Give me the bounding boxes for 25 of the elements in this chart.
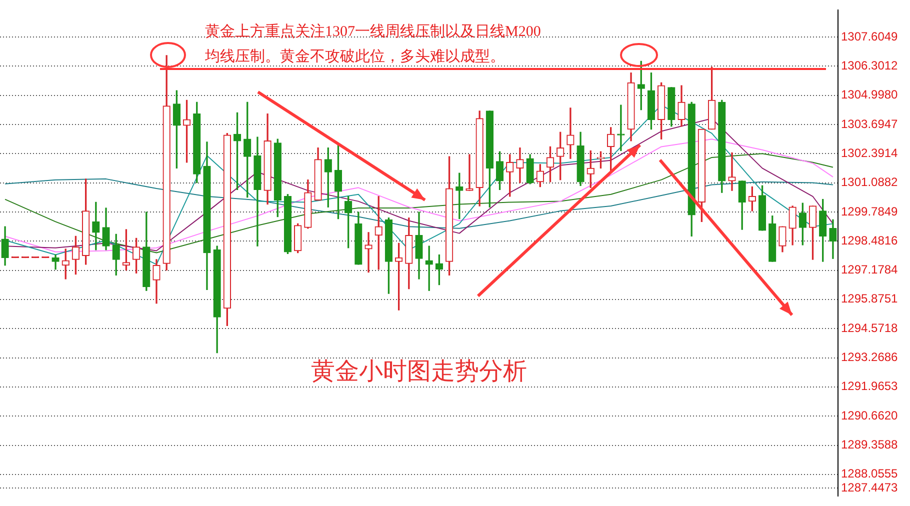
y-tick-label: 1302.3914 [841, 146, 898, 160]
y-tick-label: 1299.7849 [841, 204, 898, 218]
y-tick-label: 1287.4473 [841, 480, 898, 494]
y-tick-label: 1301.0882 [841, 175, 898, 190]
y-tick-label: 1291.9653 [841, 379, 898, 394]
y-tick-label: 1295.8751 [841, 292, 898, 306]
y-tick-label: 1293.2686 [841, 350, 898, 364]
text: 黄金小时图走势分析 [310, 358, 528, 387]
candlestick [617, 104, 625, 152]
y-tick-label: 1290.6620 [841, 408, 898, 422]
y-tick-label: 1304.9980 [841, 88, 898, 102]
candlestick [566, 108, 574, 159]
annotation: 黄金上方重点关注1307一线周线压制以及日线M200 [205, 22, 541, 41]
candlestick [728, 152, 736, 191]
y-tick-label: 1297.1784 [841, 262, 898, 277]
y-tick-label: 1307.6049 [841, 29, 898, 44]
y-tick-label: 1289.3588 [841, 438, 898, 452]
annotation: 均线压制。黄金不攻破此位，多头难以成型。 [205, 48, 505, 66]
y-tick-label: 1306.3012 [841, 58, 898, 72]
y-tick-label: 1298.4816 [841, 233, 898, 248]
y-tick-label: 1288.0555 [841, 466, 898, 481]
y-tick-label: 1294.5718 [841, 320, 898, 335]
y-tick-label: 1303.6947 [841, 116, 898, 131]
candlestick [466, 154, 474, 191]
candlestick [364, 232, 372, 273]
